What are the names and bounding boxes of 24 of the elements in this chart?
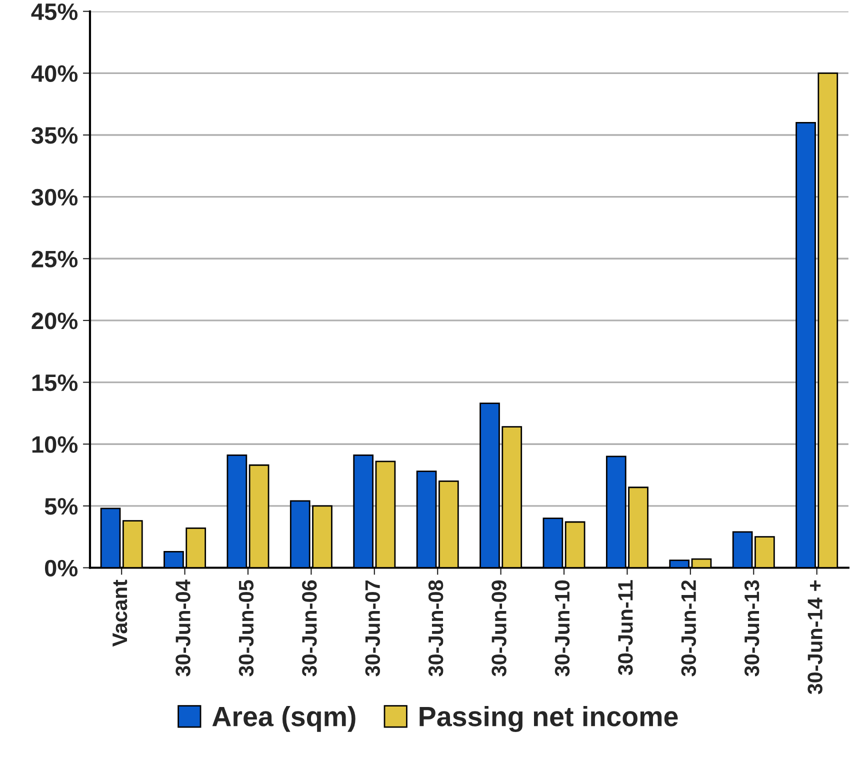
x-tick-label: 30-Jun-12 [681, 580, 696, 676]
x-tick-label: 30-Jun-11 [618, 580, 633, 676]
y-tick-label: 25% [32, 250, 78, 268]
y-tick-label: 35% [31, 127, 78, 144]
x-tick-label: 30-Jun-13 [744, 580, 760, 676]
x-tick-label: 30-Jun-08 [428, 580, 444, 676]
y-tick-label: 20% [32, 312, 78, 330]
x-tick-label: 30-Jun-14 + [808, 580, 822, 694]
y-tick-label: 5% [44, 498, 78, 515]
y-tick-label: 0% [44, 560, 78, 577]
y-tick-label: 15% [32, 374, 78, 392]
x-tick-label: 30-Jun-07 [365, 580, 380, 676]
y-tick-label: 45% [31, 3, 78, 20]
x-tick-label: Vacant [112, 580, 128, 647]
y-tick-label: 30% [31, 188, 78, 206]
legend-label: Area (sqm) [212, 706, 356, 732]
x-tick-label: 30-Jun-09 [492, 580, 506, 676]
x-tick-label: 30-Jun-04 [176, 580, 190, 676]
y-tick-label: 10% [32, 436, 78, 453]
x-tick-label: 30-Jun-05 [238, 580, 254, 676]
x-tick-label: 30-Jun-06 [302, 580, 317, 676]
legend-label: Passing net income [420, 706, 678, 732]
y-tick-label: 40% [31, 65, 78, 82]
x-tick-label: 30-Jun-10 [554, 580, 570, 676]
